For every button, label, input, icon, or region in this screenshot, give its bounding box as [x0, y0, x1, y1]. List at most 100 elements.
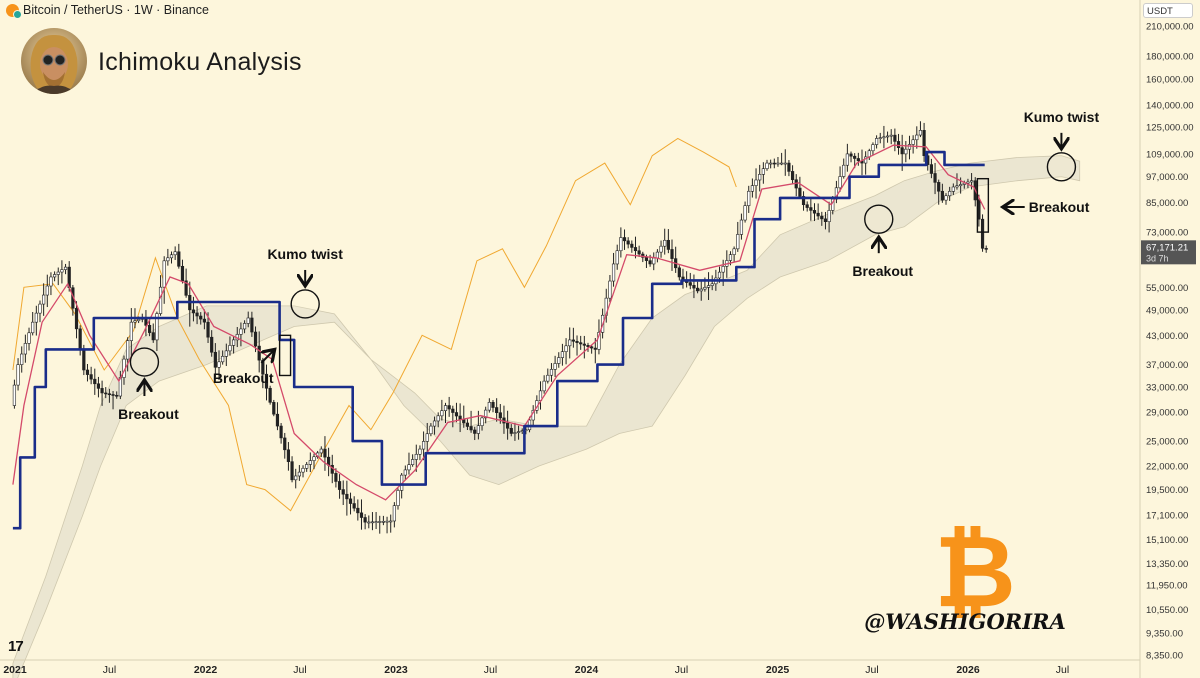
candle: [378, 515, 382, 534]
annotation-label: Kumo twist: [267, 246, 343, 262]
candle-body: [82, 349, 86, 371]
candle-body: [210, 336, 214, 353]
candle-body: [158, 286, 163, 314]
countdown-label: 3d 7h: [1146, 253, 1169, 263]
candle: [45, 274, 49, 308]
candle: [929, 158, 934, 179]
candle: [425, 422, 429, 454]
candle: [367, 515, 371, 529]
candle: [568, 327, 572, 359]
candle-body: [228, 345, 232, 352]
candle: [297, 465, 301, 481]
candle: [626, 237, 630, 249]
symbol-header[interactable]: Bitcoin / TetherUS · 1W · Binance: [6, 3, 209, 19]
candle: [509, 424, 513, 437]
tenkan-sen-line: [12, 144, 986, 501]
candle: [732, 246, 736, 262]
candle-body: [509, 427, 513, 434]
candle: [801, 191, 806, 211]
candle-body: [480, 417, 484, 426]
candle-body: [611, 263, 616, 282]
candle-body: [929, 164, 934, 174]
candle: [875, 135, 879, 149]
candle: [823, 211, 828, 230]
price-axis[interactable]: 210,000.00 180,000.00 160,000.00 140,000.00…: [1139, 0, 1200, 678]
candle-body: [882, 136, 886, 139]
candle-body: [23, 343, 27, 355]
candle-body: [286, 449, 291, 462]
candle: [918, 121, 923, 138]
time-axis[interactable]: 2021 Jul 2022 Jul 2023 Jul 2024 Jul 2025 Jul 2026 J…: [0, 659, 1140, 676]
price-tick-label: 10,550.00: [1146, 605, 1188, 616]
candle-body: [706, 285, 711, 288]
candle-body: [772, 162, 776, 165]
avatar-portrait-icon: [21, 28, 87, 94]
candle: [447, 396, 451, 417]
candle: [969, 173, 974, 190]
price-tick-label: 73,000.00: [1146, 228, 1188, 239]
candle-body: [937, 182, 941, 192]
author-handle: @WASHIGORIRA: [864, 609, 1066, 634]
candle-body: [597, 332, 601, 350]
candle-body: [546, 374, 550, 382]
candle: [739, 213, 744, 240]
price-tick-label: 9,350.00: [1146, 628, 1183, 639]
candle: [882, 125, 886, 149]
candle-body: [959, 184, 963, 187]
price-tick-label: 13,350.00: [1146, 559, 1188, 570]
candle-body: [666, 239, 670, 250]
candle-body: [447, 405, 451, 410]
candle: [805, 201, 809, 212]
candle: [495, 398, 499, 422]
candle-body: [352, 503, 356, 509]
candle: [20, 346, 24, 373]
candle-body: [206, 321, 210, 338]
candle: [860, 149, 864, 176]
time-tick-label: Jul: [103, 664, 116, 676]
time-tick-label: Jul: [484, 664, 497, 676]
candle-body: [911, 139, 915, 145]
candle: [96, 376, 101, 398]
candle-body: [213, 351, 217, 368]
candle-body: [670, 249, 674, 259]
highlight-box: [976, 177, 990, 233]
candle-body: [608, 280, 612, 299]
candle-body: [951, 186, 955, 192]
candle: [944, 193, 948, 205]
candle: [794, 174, 798, 197]
candle: [436, 412, 440, 428]
candle-body: [969, 180, 974, 183]
candle: [798, 176, 802, 199]
candle-body: [495, 407, 499, 414]
candle: [52, 271, 57, 282]
candle: [275, 402, 280, 431]
candle: [264, 364, 269, 401]
candle: [736, 221, 740, 252]
candle-body: [440, 410, 444, 417]
candle-body: [462, 419, 466, 424]
candle: [586, 342, 590, 352]
tradingview-logo-icon[interactable]: 17: [8, 638, 24, 655]
candle: [199, 312, 203, 325]
price-tick-label: 140,000.00: [1146, 101, 1194, 112]
currency-selector[interactable]: USDT: [1143, 3, 1193, 18]
time-tick-label: 2022: [194, 664, 218, 676]
candle: [681, 268, 685, 289]
candle: [239, 322, 243, 347]
candle: [506, 410, 510, 440]
candle-body: [907, 144, 912, 150]
candle-body: [389, 520, 393, 523]
candle-body: [783, 162, 787, 165]
candle-body: [590, 346, 594, 349]
candle: [272, 399, 276, 417]
candle: [305, 462, 309, 472]
candle: [242, 320, 247, 334]
candle-body: [52, 274, 57, 278]
candle: [129, 308, 133, 356]
candle-body: [648, 260, 652, 265]
candle: [144, 310, 148, 337]
candle: [710, 275, 714, 291]
candle: [308, 452, 312, 473]
candle: [326, 447, 331, 477]
